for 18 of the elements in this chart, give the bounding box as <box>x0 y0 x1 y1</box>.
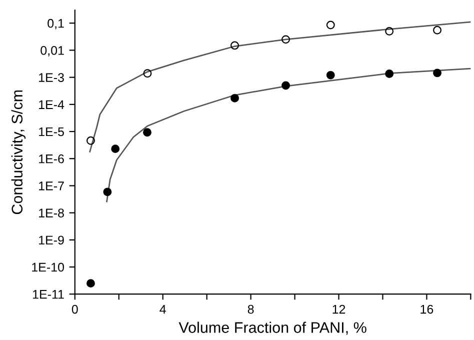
y-tick-label: 0,01 <box>40 46 64 56</box>
x-axis-title: Volume Fraction of PANI, % <box>178 322 366 335</box>
y-axis-title: Conductivity, S/cm <box>11 90 26 214</box>
y-tick-label: 1E-6 <box>39 154 64 164</box>
y-tick-label: 1E-9 <box>39 236 64 245</box>
x-tick-label: 12 <box>332 304 346 314</box>
y-tick-label: 1E-10 <box>32 262 64 272</box>
y-tick-label: 1E-3 <box>39 73 64 82</box>
x-tick-label: 16 <box>420 304 434 314</box>
x-tick-label: 8 <box>248 304 254 314</box>
y-tick-label: 0,1 <box>48 18 64 30</box>
y-tick-label: 1E-11 <box>32 290 64 299</box>
y-tick-label: 1E-8 <box>39 208 64 218</box>
y-tick-label: 1E-7 <box>39 182 64 190</box>
x-tick-label: 4 <box>160 304 166 314</box>
y-tick-label: 1E-5 <box>39 127 64 136</box>
x-tick-label: 0 <box>72 304 78 314</box>
y-tick-label: 1E-4 <box>39 100 64 109</box>
